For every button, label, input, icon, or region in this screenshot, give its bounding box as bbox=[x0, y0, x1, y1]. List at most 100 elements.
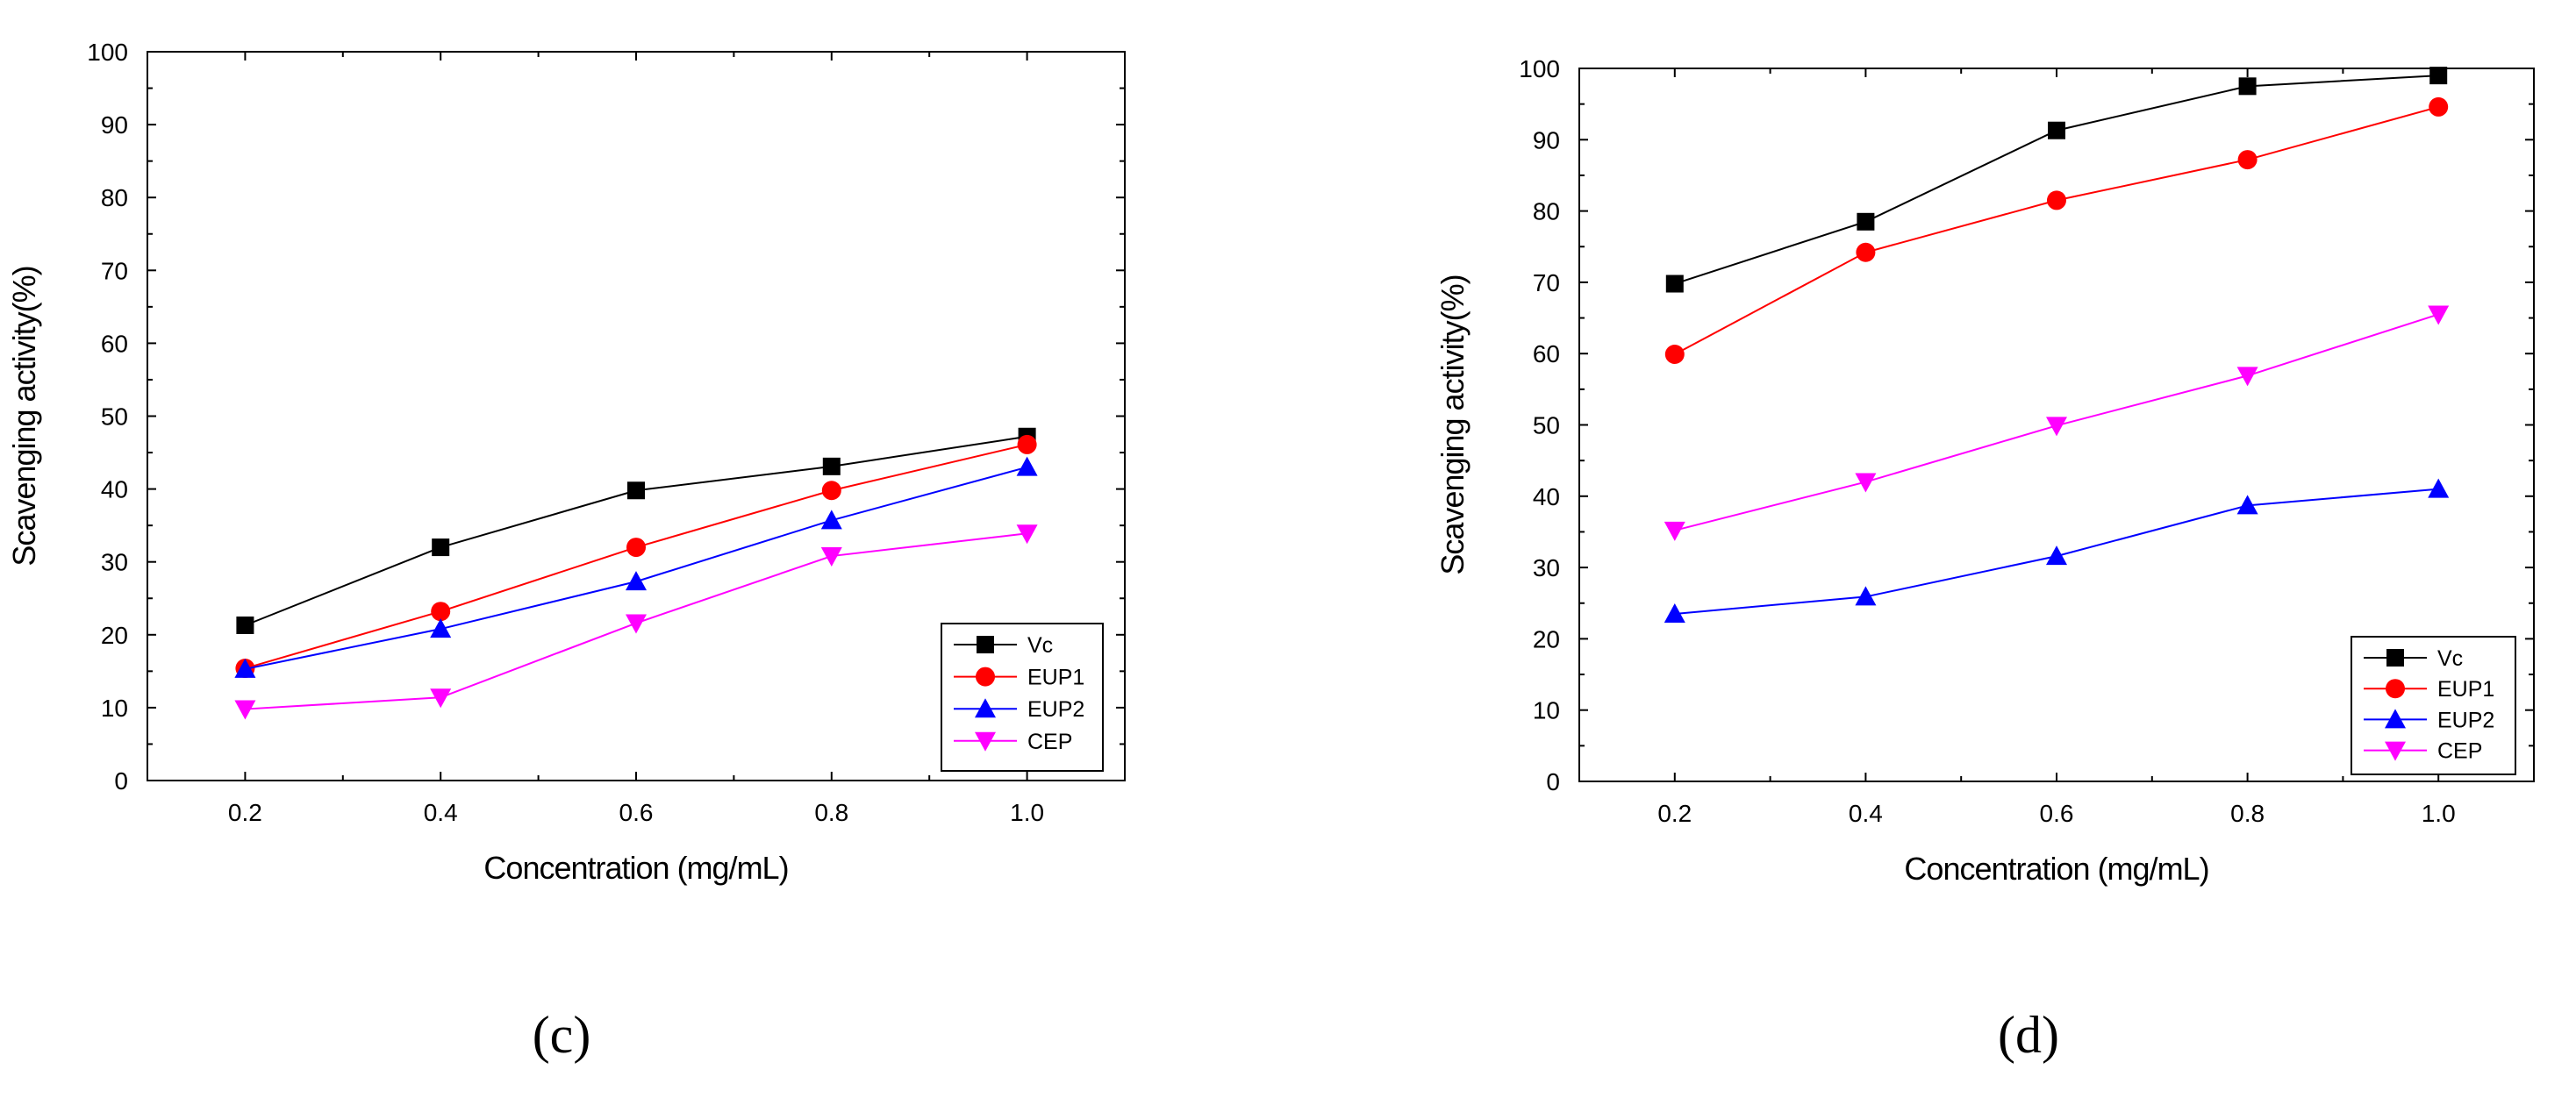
data-point-cep bbox=[2046, 417, 2067, 437]
legend-label: EUP1 bbox=[1027, 666, 1084, 690]
y-tick-label: 20 bbox=[1533, 625, 1560, 652]
legend-box bbox=[941, 623, 1104, 772]
legend-item-eup2: EUP2 bbox=[2364, 708, 2494, 732]
data-point-eup1 bbox=[2237, 150, 2258, 170]
data-point-cep bbox=[2428, 305, 2450, 325]
data-point-eup2 bbox=[2236, 495, 2258, 515]
series-line-eup1 bbox=[1674, 105, 2439, 355]
data-point-eup2 bbox=[2046, 545, 2067, 566]
x-tick-label: 0.6 bbox=[619, 799, 654, 826]
y-tick-label: 20 bbox=[101, 622, 128, 649]
legend-marker bbox=[2386, 649, 2404, 667]
legend-label: EUP1 bbox=[2437, 677, 2494, 702]
data-point-eup2 bbox=[1664, 602, 1685, 623]
series-line-vc bbox=[1674, 75, 2439, 285]
series-vc bbox=[236, 427, 1036, 634]
series-eup1 bbox=[235, 434, 1037, 679]
y-tick-label: 30 bbox=[1533, 554, 1560, 581]
data-point-vc bbox=[2048, 121, 2065, 139]
panel-label: (c) bbox=[533, 1006, 591, 1064]
data-point-vc bbox=[432, 538, 450, 557]
data-point-eup1 bbox=[2429, 96, 2449, 117]
legend-item-eup1: EUP1 bbox=[954, 666, 1084, 690]
x-axis-label: Concentration (mg/mL) bbox=[1904, 851, 2208, 887]
data-point-eup1 bbox=[626, 538, 646, 558]
series-eup2 bbox=[1664, 478, 2450, 623]
data-point-eup1 bbox=[1017, 434, 1037, 454]
legend-item-cep: CEP bbox=[954, 730, 1072, 754]
legend-item-eup2: EUP2 bbox=[954, 697, 1084, 722]
y-tick-label: 90 bbox=[1533, 126, 1560, 153]
legend-marker bbox=[976, 667, 995, 687]
y-tick-label: 50 bbox=[101, 403, 128, 431]
data-point-vc bbox=[236, 616, 254, 634]
legend-label: EUP2 bbox=[2437, 708, 2494, 732]
y-tick-label: 0 bbox=[1546, 768, 1560, 795]
y-tick-label: 80 bbox=[1533, 198, 1560, 225]
legend-marker bbox=[2385, 741, 2406, 761]
series-cep bbox=[234, 524, 1038, 720]
legend-item-cep: CEP bbox=[2364, 739, 2482, 764]
series-eup2 bbox=[234, 456, 1038, 678]
legend-marker bbox=[977, 636, 994, 653]
data-point-cep bbox=[1016, 524, 1038, 545]
series-eup1 bbox=[1664, 96, 2449, 365]
legend-marker bbox=[2385, 709, 2406, 729]
data-point-eup1 bbox=[431, 602, 451, 622]
data-point-cep bbox=[1664, 521, 1685, 541]
data-point-eup2 bbox=[1855, 586, 1877, 606]
data-point-vc bbox=[1857, 212, 1875, 231]
data-point-cep bbox=[2236, 367, 2258, 387]
data-point-eup2 bbox=[626, 571, 647, 591]
data-point-vc bbox=[2238, 77, 2257, 96]
data-point-cep bbox=[1855, 473, 1877, 493]
data-point-eup2 bbox=[430, 618, 452, 638]
x-tick-label: 0.2 bbox=[1657, 800, 1692, 827]
legend-label: Vc bbox=[1027, 633, 1053, 658]
y-tick-label: 70 bbox=[1533, 269, 1560, 296]
legend-label: EUP2 bbox=[1027, 697, 1084, 722]
data-point-cep bbox=[430, 688, 452, 709]
data-point-eup2 bbox=[234, 658, 256, 678]
data-point-cep bbox=[234, 700, 256, 720]
data-point-vc bbox=[822, 457, 841, 475]
y-tick-label: 0 bbox=[114, 767, 128, 795]
data-point-vc bbox=[1665, 274, 1684, 293]
x-tick-label: 0.8 bbox=[814, 799, 848, 826]
data-point-vc bbox=[2429, 67, 2448, 85]
legend-marker bbox=[2386, 679, 2405, 699]
legend-label: CEP bbox=[2437, 739, 2482, 764]
x-axis-label: Concentration (mg/mL) bbox=[483, 850, 788, 886]
data-point-eup1 bbox=[1664, 345, 1685, 365]
chart-c: 0 10 20 30 40 50 60 70 80 90 100 0.2 0.4 0.6 0.8 1.0 Con… bbox=[6, 39, 1126, 1064]
x-tick-label: 0.4 bbox=[1849, 800, 1883, 827]
legend-label: CEP bbox=[1027, 730, 1072, 754]
legend: Vc EUP1 EUP2 CEP bbox=[941, 623, 1104, 772]
legend-label: Vc bbox=[2437, 646, 2463, 671]
y-tick-label: 40 bbox=[1533, 483, 1560, 510]
data-point-cep bbox=[820, 547, 842, 567]
x-tick-label: 0.6 bbox=[2040, 800, 2074, 827]
x-tick-label: 0.2 bbox=[228, 799, 262, 826]
series-vc bbox=[1665, 67, 2448, 293]
data-point-eup1 bbox=[821, 481, 841, 501]
y-tick-label: 90 bbox=[101, 111, 128, 139]
y-axis-label: Scavenging activity(%) bbox=[6, 266, 42, 566]
x-tick-label: 1.0 bbox=[1010, 799, 1044, 826]
series-cep bbox=[1664, 305, 2450, 541]
legend: Vc EUP1 EUP2 CEP bbox=[2351, 636, 2516, 775]
y-tick-label: 100 bbox=[87, 39, 128, 66]
x-tick-label: 0.4 bbox=[424, 799, 458, 826]
y-tick-label: 60 bbox=[1533, 340, 1560, 367]
legend-item-vc: Vc bbox=[954, 633, 1053, 658]
data-point-vc bbox=[627, 481, 645, 500]
y-tick-label: 70 bbox=[101, 257, 128, 284]
y-tick-label: 100 bbox=[1519, 55, 1560, 82]
data-point-eup2 bbox=[2428, 478, 2450, 498]
y-tick-label: 40 bbox=[101, 476, 128, 503]
y-axis-label: Scavenging activity(%) bbox=[1435, 274, 1470, 574]
data-point-cep bbox=[626, 614, 647, 634]
chart-d: 0 10 20 30 40 50 60 70 80 90 100 0.2 0.4 0.6 0.8 1.0 Con… bbox=[1435, 55, 2535, 1064]
x-tick-label: 1.0 bbox=[2422, 800, 2456, 827]
